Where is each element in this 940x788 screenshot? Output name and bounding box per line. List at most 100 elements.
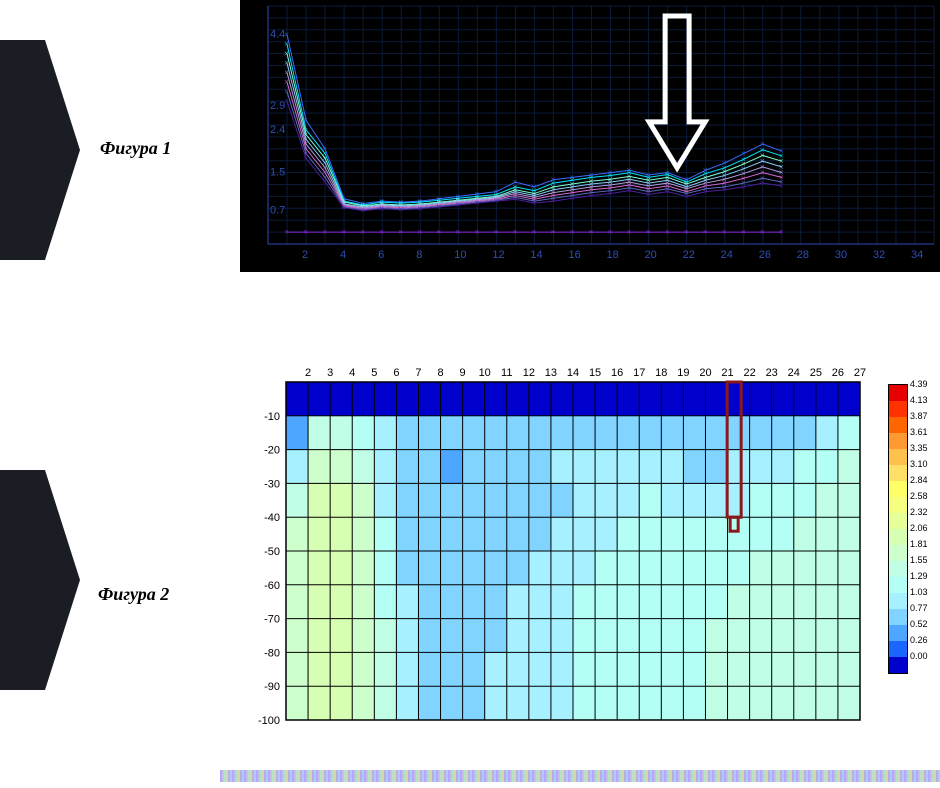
svg-text:8: 8 [416,249,422,261]
svg-text:×: × [284,49,289,59]
svg-text:19: 19 [677,367,689,379]
svg-text:26: 26 [832,367,844,379]
svg-text:×: × [341,227,346,237]
svg-text:13: 13 [545,367,557,379]
svg-text:×: × [474,227,479,237]
svg-text:×: × [284,227,289,237]
svg-text:4.4: 4.4 [270,29,285,41]
svg-text:×: × [284,58,289,68]
svg-text:×: × [284,87,289,97]
svg-text:16: 16 [611,367,623,379]
svg-text:10: 10 [479,367,491,379]
svg-text:×: × [760,178,765,188]
svg-text:×: × [379,227,384,237]
svg-text:×: × [608,189,613,199]
svg-text:×: × [588,190,593,200]
svg-text:-80: -80 [264,647,280,659]
pointer-shape-1 [0,40,80,260]
svg-text:-100: -100 [258,715,280,727]
svg-text:×: × [760,227,765,237]
svg-text:×: × [627,227,632,237]
svg-text:8: 8 [437,367,443,379]
svg-text:×: × [512,227,517,237]
svg-text:×: × [455,227,460,237]
svg-text:-70: -70 [264,614,280,626]
svg-text:18: 18 [607,249,619,261]
svg-text:×: × [569,227,574,237]
svg-text:×: × [360,206,365,216]
svg-text:×: × [646,189,651,199]
svg-text:10: 10 [454,249,466,261]
svg-text:×: × [646,227,651,237]
svg-text:×: × [665,227,670,237]
svg-text:16: 16 [568,249,580,261]
svg-text:5: 5 [371,367,377,379]
svg-text:32: 32 [873,249,885,261]
svg-text:25: 25 [810,367,822,379]
svg-text:×: × [284,77,289,87]
svg-text:21: 21 [721,367,733,379]
svg-text:34: 34 [911,249,923,261]
svg-text:26: 26 [759,249,771,261]
svg-text:28: 28 [797,249,809,261]
svg-text:×: × [284,30,289,40]
svg-text:×: × [284,68,289,78]
figure-2-legend: 4.394.133.873.613.353.102.842.582.322.06… [888,384,940,672]
svg-text:27: 27 [854,367,866,379]
svg-text:×: × [588,227,593,237]
svg-text:×: × [665,187,670,197]
figure-1-label: Фигура 1 [100,138,171,159]
svg-text:6: 6 [378,249,384,261]
svg-text:×: × [284,96,289,106]
svg-text:14: 14 [530,249,542,261]
svg-text:24: 24 [788,367,800,379]
svg-text:18: 18 [655,367,667,379]
svg-text:×: × [493,227,498,237]
svg-text:-30: -30 [264,478,280,490]
svg-text:×: × [608,227,613,237]
svg-text:22: 22 [743,367,755,379]
svg-text:-60: -60 [264,580,280,592]
svg-text:×: × [474,198,479,208]
svg-text:×: × [550,196,555,206]
svg-text:15: 15 [589,367,601,379]
svg-text:×: × [512,194,517,204]
svg-text:×: × [303,153,308,163]
svg-text:-50: -50 [264,546,280,558]
svg-text:×: × [550,227,555,237]
svg-text:×: × [741,182,746,192]
svg-text:×: × [703,187,708,197]
svg-text:×: × [569,193,574,203]
svg-text:6: 6 [393,367,399,379]
svg-text:2: 2 [302,249,308,261]
svg-text:×: × [360,227,365,237]
svg-text:×: × [531,227,536,237]
svg-text:×: × [779,227,784,237]
svg-text:1.5: 1.5 [270,167,285,179]
svg-text:14: 14 [567,367,579,379]
svg-text:24: 24 [721,249,733,261]
svg-text:×: × [627,186,632,196]
svg-text:×: × [779,181,784,191]
svg-text:2.9: 2.9 [270,100,285,112]
decorative-noise-strip [220,770,940,782]
svg-text:11: 11 [501,367,512,379]
svg-text:-90: -90 [264,681,280,693]
svg-text:0.7: 0.7 [270,205,285,217]
svg-text:-20: -20 [264,445,280,457]
svg-text:×: × [436,227,441,237]
svg-text:×: × [322,227,327,237]
svg-text:×: × [417,227,422,237]
svg-text:22: 22 [683,249,695,261]
svg-text:×: × [703,227,708,237]
svg-text:17: 17 [633,367,645,379]
svg-text:-10: -10 [264,411,280,423]
svg-text:-40: -40 [264,512,280,524]
svg-text:3: 3 [327,367,333,379]
svg-text:×: × [417,204,422,214]
svg-text:×: × [322,177,327,187]
svg-text:×: × [684,191,689,201]
svg-text:4: 4 [349,367,355,379]
svg-text:×: × [722,185,727,195]
svg-text:4: 4 [340,249,346,261]
